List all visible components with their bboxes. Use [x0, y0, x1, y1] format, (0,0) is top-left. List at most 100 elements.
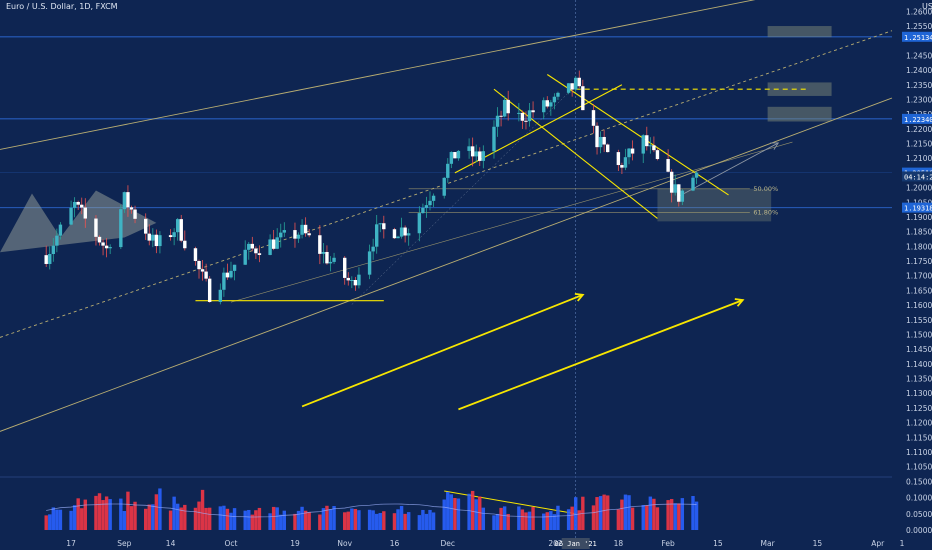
candle-body-down — [80, 204, 84, 208]
candle-body-up — [449, 152, 454, 164]
volume-bar — [669, 499, 674, 530]
price-tick-label: 1.15500 — [906, 316, 932, 325]
price-tick-label: 1.17000 — [906, 272, 932, 281]
volume-bar — [232, 508, 237, 530]
candle-body-down — [250, 243, 255, 249]
candle-body-up — [55, 235, 59, 246]
candle-body-down — [76, 201, 80, 205]
volume-bar — [467, 493, 471, 530]
volume-bar — [620, 499, 624, 530]
candle-body-up — [396, 236, 400, 239]
candle-body-up — [556, 92, 560, 97]
volume-bar — [204, 507, 208, 530]
candle-body-up — [279, 232, 283, 238]
candle-body-up — [378, 223, 382, 225]
price-tag-box — [902, 31, 932, 42]
candle-body-down — [655, 150, 660, 160]
candle-body-down — [126, 192, 130, 208]
projection-arrow-2-head — [734, 298, 745, 307]
candle-body-up — [623, 157, 628, 168]
volume-bar — [346, 511, 350, 530]
candle-body-down — [602, 136, 606, 145]
volume-bar — [101, 500, 105, 530]
volume-bar — [154, 494, 159, 530]
volume-bar — [147, 504, 151, 530]
candle-body-up — [218, 289, 223, 302]
candle-body-down — [620, 165, 624, 168]
time-tick-label: 15 — [813, 539, 823, 548]
volume-bar — [691, 496, 695, 530]
price-tick-label: 1.22000 — [906, 125, 932, 134]
candle-body-up — [627, 148, 631, 158]
candle-body-down — [183, 240, 187, 249]
volume-bar — [545, 512, 549, 530]
price-tick-label: 1.23000 — [906, 95, 932, 104]
candle-body-up — [552, 96, 557, 103]
candle-body-down — [293, 230, 297, 239]
time-tick-label: 17 — [66, 539, 76, 548]
price-tag: 1.22340 — [902, 113, 932, 124]
volume-bar — [470, 490, 475, 530]
volume-bar — [694, 501, 699, 530]
candle-body-up — [247, 243, 251, 250]
candle-body-down — [303, 224, 308, 234]
fib-label-50: 50.00% — [753, 185, 778, 193]
volume-bar — [151, 504, 155, 530]
candle-body-down — [197, 260, 201, 270]
candle-body-down — [520, 112, 525, 121]
volume-bar — [307, 512, 311, 530]
volume-bar — [570, 506, 574, 530]
candle-body-down — [506, 99, 510, 114]
candle-body-up — [474, 151, 478, 157]
volume-bar — [566, 509, 571, 530]
channel-lower-line — [0, 97, 893, 432]
volume-bar — [520, 509, 525, 530]
time-tick-label: Nov — [337, 539, 352, 548]
volume-bar — [556, 505, 560, 530]
candle-body-up — [328, 261, 333, 264]
zones-layer — [0, 26, 832, 253]
time-tick-label: Sep — [117, 539, 131, 548]
volume-bar — [69, 510, 73, 530]
candle-body-up — [598, 136, 603, 148]
price-tag-label: 1.25134 — [904, 34, 932, 42]
volume-bar — [218, 506, 223, 530]
volume-bar — [396, 509, 400, 530]
candle-body-up — [680, 190, 685, 202]
candle-body-down — [577, 77, 581, 87]
volume-bar — [382, 511, 386, 530]
candle-body-down — [570, 83, 574, 90]
candle-body-up — [243, 249, 247, 265]
candle-body-down — [531, 110, 535, 113]
volume-layer — [44, 488, 699, 530]
candle-body-down — [403, 227, 407, 236]
volume-bar — [371, 510, 375, 530]
price-tick-label: 1.20000 — [906, 184, 932, 193]
volume-bar — [641, 505, 645, 530]
volume-bar — [652, 498, 656, 530]
volume-bar — [197, 501, 201, 530]
candle-body-up — [574, 77, 578, 90]
volume-bar — [574, 497, 578, 530]
channel-dashed-mid — [0, 30, 893, 338]
candle-body-up — [229, 270, 233, 278]
candle-body-up — [72, 201, 77, 208]
currency-label[interactable]: USD — [922, 2, 932, 11]
volume-bar — [119, 498, 123, 530]
volume-bar — [378, 512, 382, 530]
price-tick-label: 1.26000 — [906, 7, 932, 16]
crosshair-time-tag: 06 Jan '21 — [555, 538, 597, 549]
volume-bar — [542, 513, 546, 530]
volume-bar — [367, 509, 372, 530]
volume-bar — [680, 498, 685, 530]
candle-body-up — [158, 235, 162, 247]
volume-bar — [183, 504, 187, 530]
volume-bar — [303, 510, 308, 530]
candle-body-up — [350, 279, 354, 281]
candle-body-up — [122, 192, 127, 210]
candle-body-down — [382, 223, 386, 230]
volume-bar — [229, 512, 233, 530]
candle-body-down — [83, 207, 87, 219]
